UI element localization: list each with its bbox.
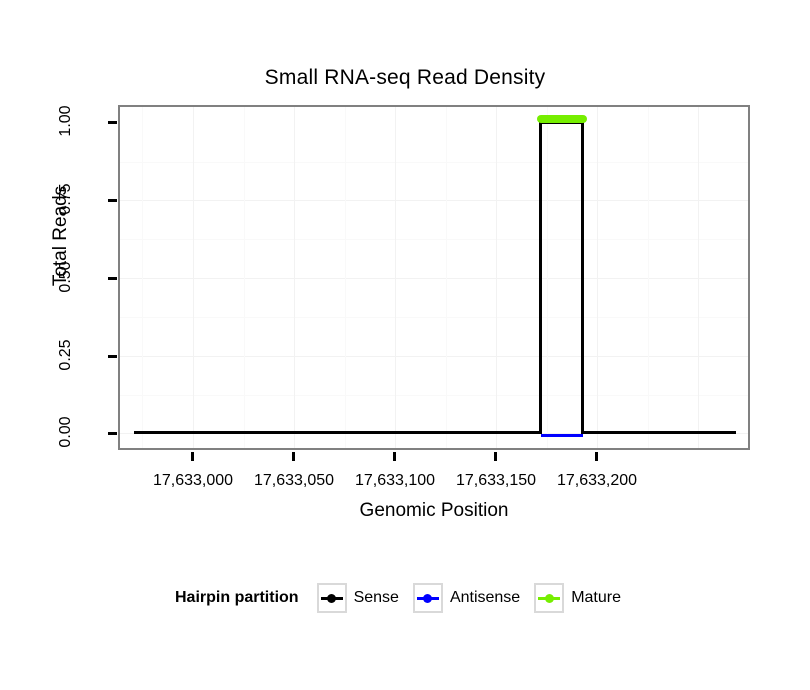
- chart-title: Small RNA-seq Read Density: [264, 66, 546, 89]
- gridline-minor-x: [648, 107, 649, 448]
- sense-peak-left-edge: [539, 121, 542, 434]
- legend-item-mature[interactable]: Mature: [534, 583, 621, 613]
- x-tick-label: 17,633,200: [556, 472, 638, 489]
- gridline-minor-y: [120, 162, 748, 163]
- x-tick-label: 17,633,150: [455, 472, 537, 489]
- antisense-segment: [541, 434, 583, 437]
- legend-label-sense: Sense: [353, 589, 399, 606]
- gridline-major-x: [294, 107, 295, 448]
- legend-label-antisense: Antisense: [449, 589, 521, 606]
- x-axis-title: Genomic Position: [359, 500, 509, 521]
- y-tick-mark: [108, 277, 117, 280]
- gridline-major-y: [120, 356, 748, 357]
- gridline-major-x: [395, 107, 396, 448]
- legend-label-mature: Mature: [571, 589, 621, 606]
- y-tick-mark: [108, 121, 117, 124]
- x-tick-mark: [595, 452, 598, 461]
- mature-segment: [537, 115, 587, 123]
- gridline-minor-x: [142, 107, 143, 448]
- y-tick-label: 0.25: [57, 339, 74, 371]
- sense-peak-right-edge: [581, 121, 584, 434]
- x-tick-mark: [393, 452, 396, 461]
- x-tick-mark: [292, 452, 295, 461]
- y-tick-mark: [108, 355, 117, 358]
- legend-title: Hairpin partition: [175, 589, 299, 606]
- x-tick-label: 17,633,050: [253, 472, 335, 489]
- y-tick-label: 0.50: [57, 261, 74, 293]
- gridline-major-y: [120, 200, 748, 201]
- x-tick-label: 17,633,000: [152, 472, 234, 489]
- sense-baseline-left: [134, 431, 541, 434]
- gridline-minor-x: [345, 107, 346, 448]
- x-tick-mark: [494, 452, 497, 461]
- gridline-major-y: [120, 278, 748, 279]
- y-tick-label: 1.00: [57, 105, 74, 137]
- gridline-minor-y: [120, 239, 748, 240]
- gridline-major-x: [597, 107, 598, 448]
- legend-key-mature-icon: [534, 583, 565, 613]
- gridline-major-x: [496, 107, 497, 448]
- gridline-minor-y: [120, 317, 748, 318]
- legend-item-antisense[interactable]: Antisense: [412, 583, 521, 613]
- legend-item-sense[interactable]: Sense: [316, 583, 399, 613]
- y-tick-label: 0.00: [57, 416, 74, 448]
- x-tick-label: 17,633,100: [354, 472, 436, 489]
- x-tick-mark: [191, 452, 194, 461]
- y-tick-mark: [108, 199, 117, 202]
- gridline-major-x: [698, 107, 699, 448]
- plot-panel: [118, 105, 750, 450]
- legend: Hairpin partition Sense Antisense Mature: [0, 583, 810, 613]
- gridline-minor-x: [446, 107, 447, 448]
- gridline-minor-x: [244, 107, 245, 448]
- legend-key-antisense-icon: [412, 583, 443, 613]
- gridline-major-x: [193, 107, 194, 448]
- y-tick-label: 0.75: [57, 183, 74, 215]
- gridline-minor-x: [547, 107, 548, 448]
- y-tick-mark: [108, 432, 117, 435]
- sense-baseline-right: [581, 431, 736, 434]
- gridline-minor-y: [120, 395, 748, 396]
- legend-key-sense-icon: [316, 583, 347, 613]
